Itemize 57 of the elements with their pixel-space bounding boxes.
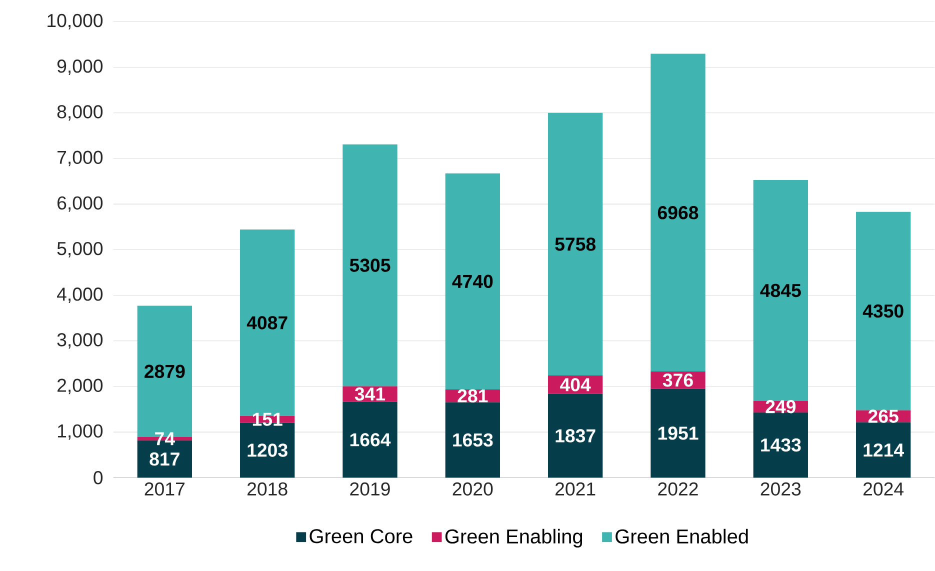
x-tick-label: 2017 [144,482,184,496]
x-tick-label: 2018 [248,482,288,496]
data-label: 5305 [350,258,390,272]
bar [445,173,500,390]
bar [856,422,911,478]
data-label: 6968 [658,206,698,220]
data-label: 1214 [864,443,904,457]
x-tick-label: 2023 [760,482,801,496]
data-label: 2879 [144,364,185,378]
data-label: 151 [252,412,282,426]
y-tick-label: 9,000 [57,60,103,75]
data-label: 817 [150,452,180,466]
legend-label: Green Enabling [445,528,582,548]
y-tick-label: 10,000 [48,14,103,30]
bar [548,394,603,478]
data-label: 4350 [862,304,904,318]
data-label: 5758 [555,238,596,251]
data-label: 1203 [248,444,288,457]
y-tick-label: 3,000 [57,333,103,349]
legend-label: Green Enabled [616,528,748,544]
bar [753,180,808,401]
x-tick-label: 2022 [658,482,698,496]
y-tick-label: 4,000 [56,288,103,303]
data-label: 4087 [246,316,288,330]
bar [342,144,398,386]
data-label: 376 [662,373,693,387]
bar [650,54,706,372]
y-tick-label: 2,000 [58,378,103,394]
data-label: 1653 [453,433,493,447]
x-tick-label: 2019 [350,482,390,496]
y-tick-label: 5,000 [57,242,103,258]
legend-label: Green Core [310,529,412,544]
data-label: 1664 [350,433,391,446]
bar [445,402,500,478]
data-label: 281 [458,389,488,402]
y-tick-label: 0 [94,471,103,484]
bar [342,402,398,478]
y-tick-label: 1,000 [58,424,103,440]
bar [650,388,706,478]
x-tick-label: 2021 [556,482,596,496]
y-tick-label: 8,000 [57,105,103,121]
data-label: 1951 [658,426,698,440]
x-tick-label: 2020 [452,482,493,496]
data-label: 1433 [761,438,801,452]
bar [548,112,603,376]
data-label: 341 [354,387,386,401]
y-tick-label: 6,000 [58,196,103,212]
data-label: 404 [560,378,591,392]
data-label: 4845 [760,284,801,298]
bar [753,412,808,478]
y-tick-label: 7,000 [58,150,103,166]
data-label: 4740 [452,274,493,288]
data-label: 249 [766,400,796,414]
bar [856,212,911,410]
data-label: 265 [868,410,898,423]
x-tick-label: 2024 [864,482,904,496]
data-label: 1837 [556,429,596,442]
